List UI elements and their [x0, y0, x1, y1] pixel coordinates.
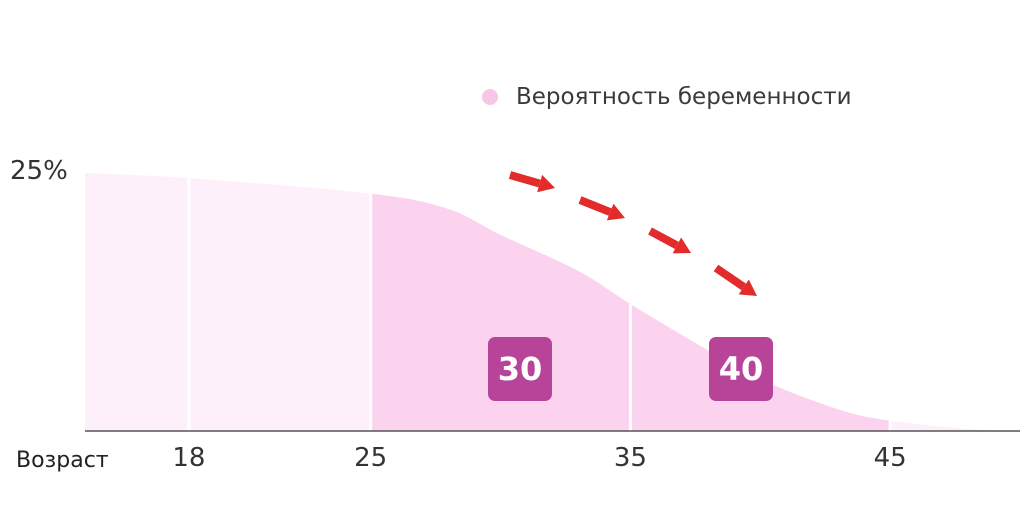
arrow-1 [508, 171, 555, 193]
age-badge-30: 30 [488, 337, 552, 401]
age-gridlines [187, 178, 892, 431]
arrow-4 [713, 264, 757, 296]
decline-arrows [508, 171, 757, 296]
age-badge-40: 40 [709, 337, 773, 401]
legend: Вероятность беременности [482, 84, 852, 110]
arrow-3 [648, 227, 691, 254]
x-tick-label: 45 [873, 443, 907, 473]
x-tick-label: 18 [172, 443, 206, 473]
x-tick-label: 35 [613, 443, 647, 473]
x-tick-label: 25 [354, 443, 388, 473]
legend-label: Вероятность беременности [516, 84, 852, 110]
x-axis-title: Возраст [16, 448, 109, 473]
arrow-2 [578, 196, 625, 221]
y-axis-top-label: 25% [10, 156, 68, 186]
legend-marker [482, 89, 498, 105]
